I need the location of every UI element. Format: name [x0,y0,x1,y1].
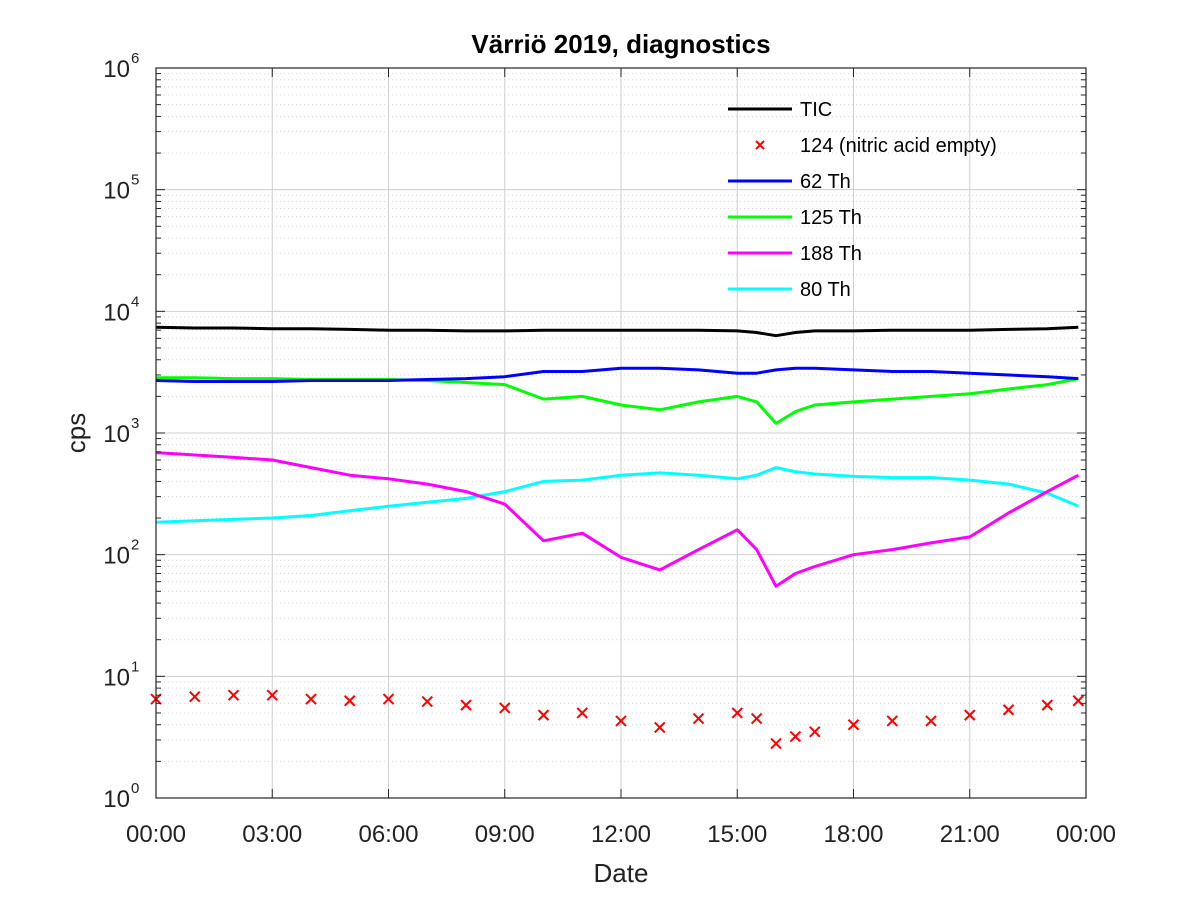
data-point-124-nitric-acid-empty [964,709,976,721]
y-tick-label-base: 10 [103,178,130,205]
series-line-80-th [155,466,1079,524]
y-tick-label-exponent: 5 [131,172,139,189]
legend-label-62-th: 62 Th [800,171,851,193]
legend-marker-124-nitric-acid-empty [755,140,765,150]
data-point-124-nitric-acid-empty [227,689,240,701]
series-line-188-th [155,451,1080,588]
legend-label-188-th: 188 Th [800,243,862,265]
x-tick-label: 21:00 [940,821,1000,848]
x-tick-label: 18:00 [823,821,883,848]
data-point-124-nitric-acid-empty [925,715,937,727]
y-tick-label-base: 10 [103,664,130,691]
axis-ticks [155,67,1087,799]
data-point-124-nitric-acid-empty [770,737,782,750]
x-axis-label: Date [594,858,649,888]
legend-label-80-th: 80 Th [800,279,851,301]
y-tick-label-base: 10 [103,56,130,83]
legend-label-124-nitric-acid-empty: 124 (nitric acid empty) [800,135,997,157]
series-124-nitric-acid-empty [150,689,1084,750]
y-tick-label-exponent: 6 [131,50,139,67]
y-axis-label: cps [61,413,91,453]
data-point-124-nitric-acid-empty [421,695,433,708]
data-point-124-nitric-acid-empty [460,699,472,711]
data-point-124-nitric-acid-empty [499,702,511,714]
y-tick-label-exponent: 2 [131,537,139,554]
data-point-124-nitric-acid-empty [692,712,705,725]
y-tick-label-exponent: 1 [131,658,139,675]
series-layer [150,325,1084,750]
y-tick-label-base: 10 [103,299,130,326]
x-tick-label: 15:00 [707,821,767,848]
x-tick-label: 06:00 [358,821,418,848]
series-line-tic [155,325,1079,338]
data-point-124-nitric-acid-empty [1002,704,1015,716]
y-tick-label-exponent: 4 [131,293,139,310]
data-point-124-nitric-acid-empty [731,707,743,719]
y-tick-label-base: 10 [103,543,130,570]
chart-title: Värriö 2019, diagnostics [471,29,770,59]
x-tick-label: 12:00 [591,821,651,848]
x-tick-label: 09:00 [475,821,535,848]
y-tick-label-exponent: 3 [131,415,139,432]
legend: TIC 124 (nitric acid empty) 62 Th 125 Th 188… [728,99,997,301]
data-point-124-nitric-acid-empty [266,689,278,701]
data-point-124-nitric-acid-empty [886,715,898,727]
y-tick-label-base: 10 [103,786,130,813]
x-tick-labels: 00:00 03:00 06:00 09:00 12:00 15:00 18:00 21:00… [126,821,1116,848]
data-point-124-nitric-acid-empty [615,715,627,727]
data-point-124-nitric-acid-empty [382,693,395,705]
y-tick-label-base: 10 [103,421,130,448]
x-tick-label: 03:00 [242,821,302,848]
data-point-124-nitric-acid-empty [847,719,860,731]
data-point-124-nitric-acid-empty [1072,695,1084,707]
data-point-124-nitric-acid-empty [305,693,317,705]
legend-label-125-th: 125 Th [800,207,862,229]
data-point-124-nitric-acid-empty [344,695,356,707]
x-tick-label: 00:00 [126,821,186,848]
y-tick-label-exponent: 0 [131,780,139,797]
data-point-124-nitric-acid-empty [750,712,763,725]
series-line-62-th [155,366,1079,383]
data-point-124-nitric-acid-empty [537,709,550,721]
legend-label-tic: TIC [800,99,832,121]
x-tick-label: 00:00 [1056,821,1116,848]
data-point-124-nitric-acid-empty [654,721,666,734]
data-point-124-nitric-acid-empty [189,691,201,703]
data-point-124-nitric-acid-empty [809,726,821,738]
data-point-124-nitric-acid-empty [576,707,588,719]
data-point-124-nitric-acid-empty [1041,699,1053,711]
data-point-124-nitric-acid-empty [789,730,802,743]
